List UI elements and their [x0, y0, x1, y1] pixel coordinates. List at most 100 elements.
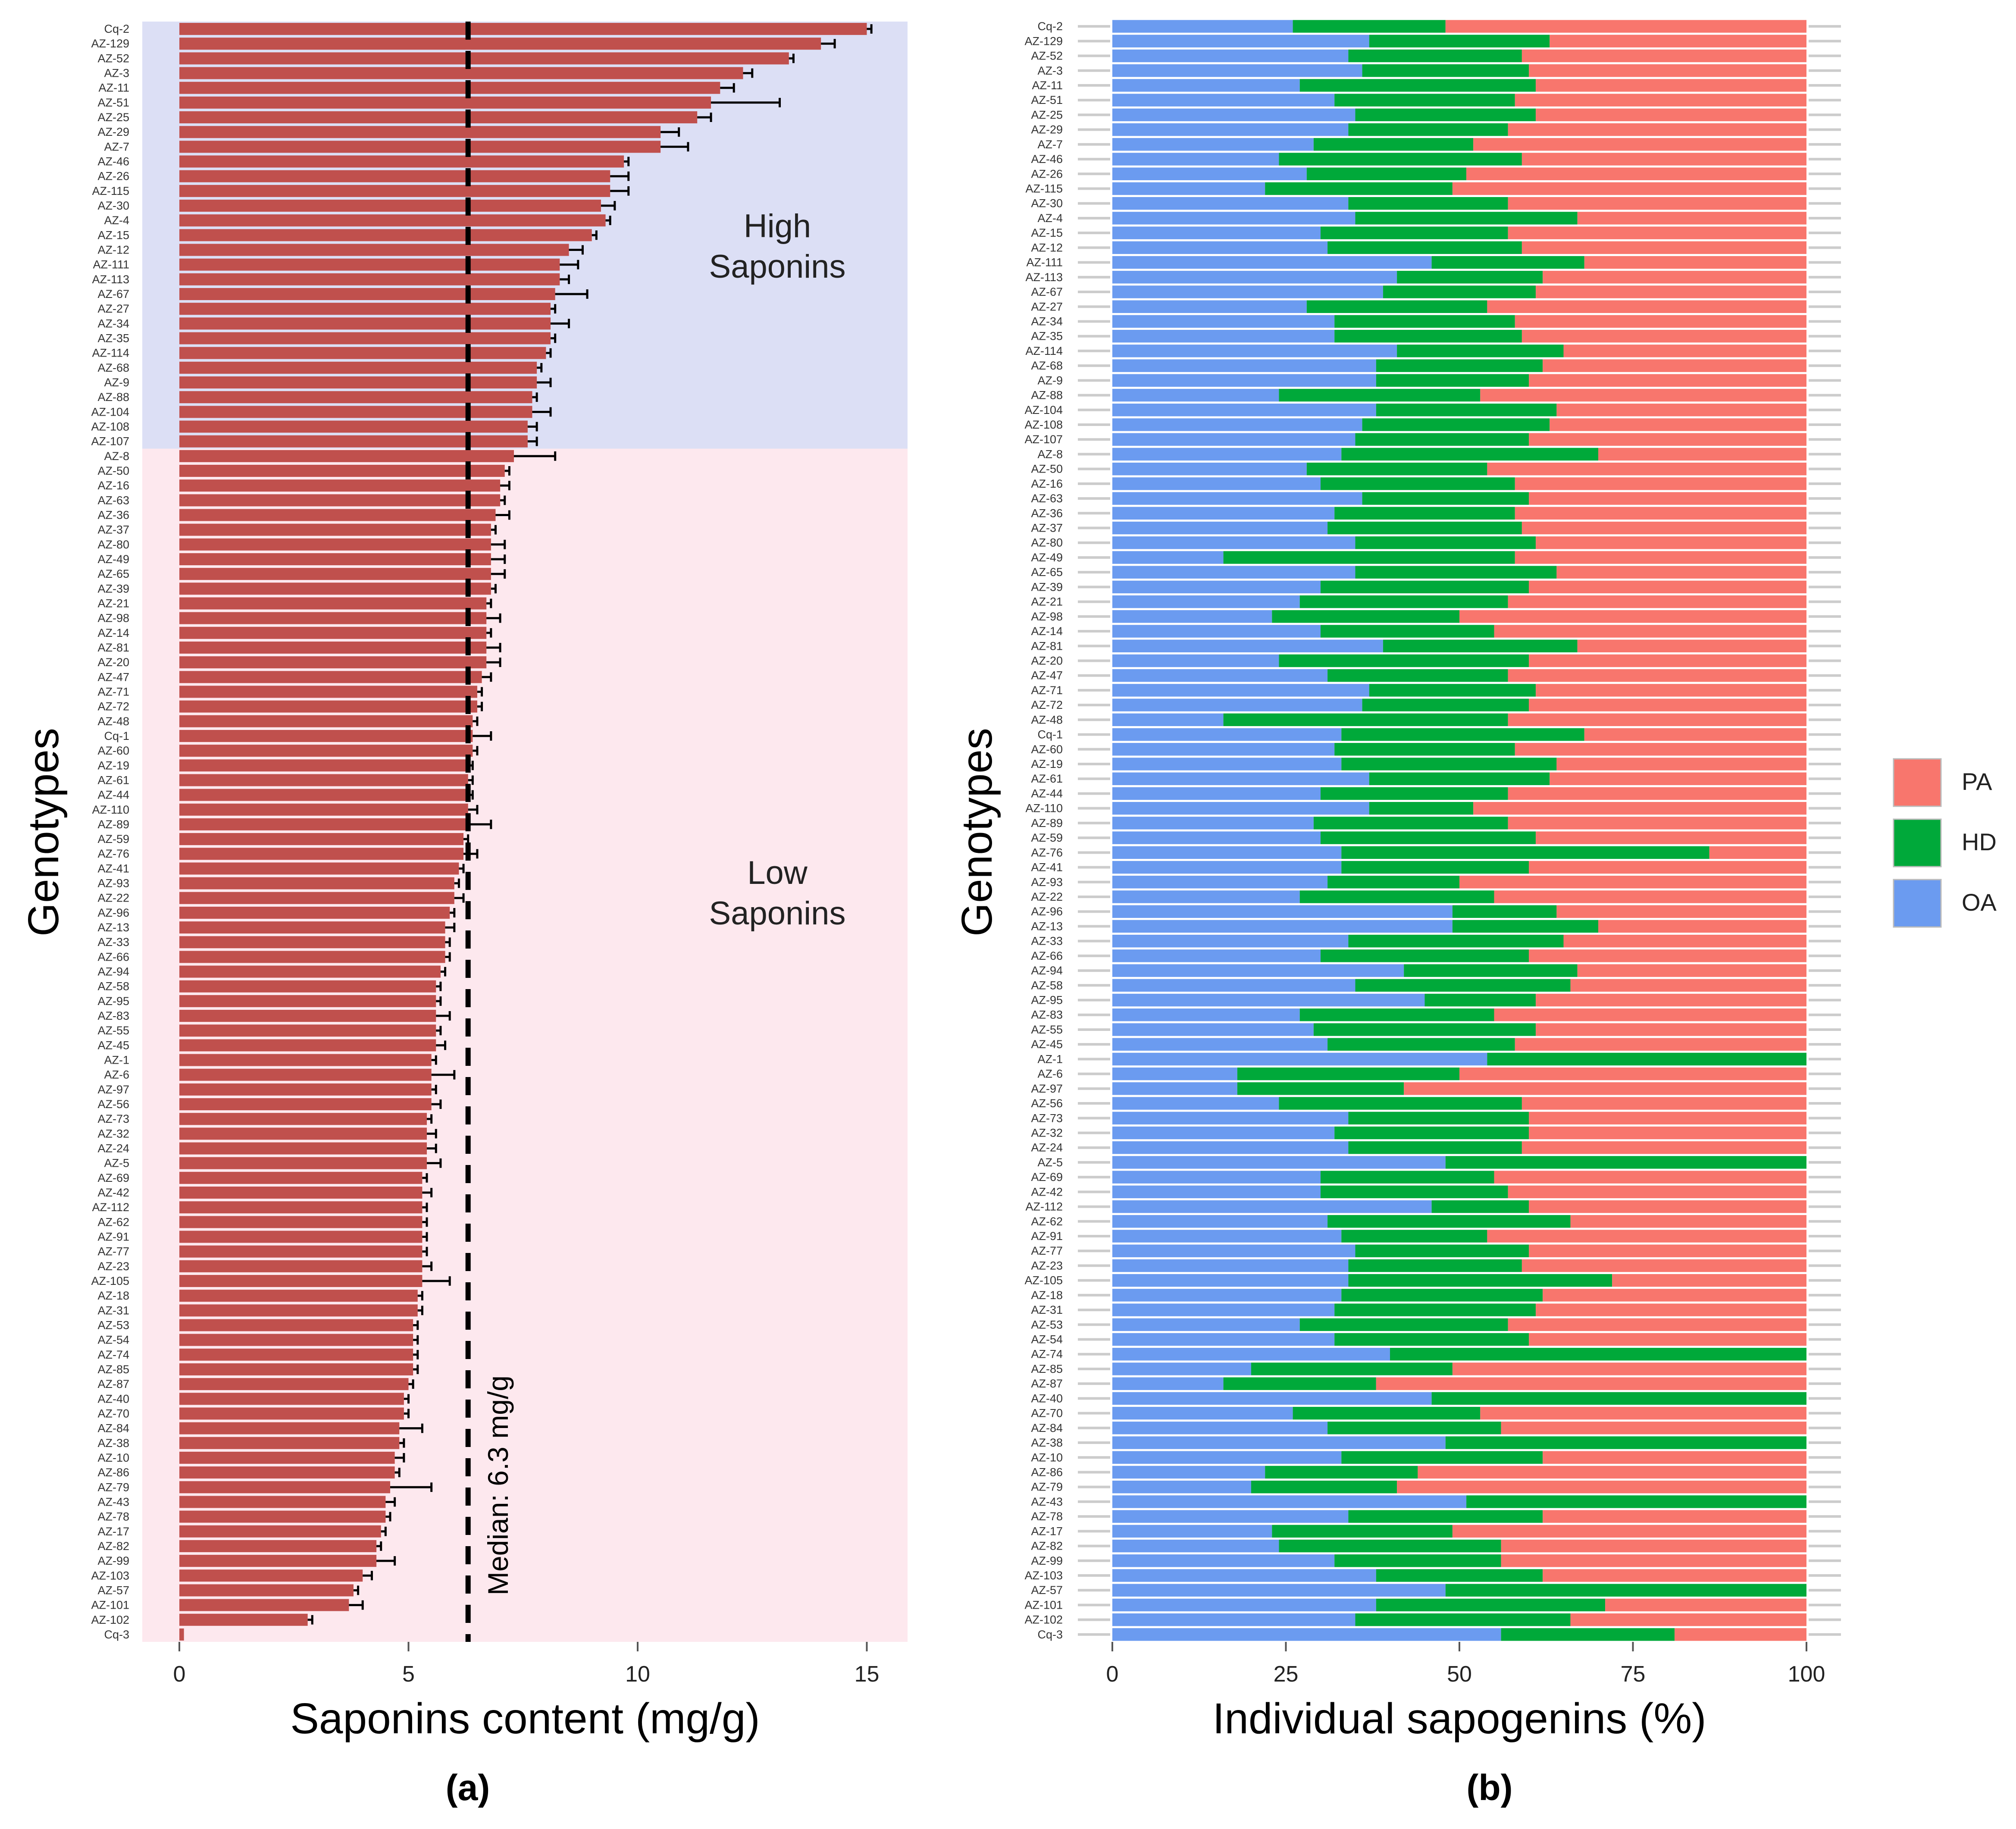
segment-oa: [1112, 1097, 1279, 1110]
saponin-bar: [179, 1628, 184, 1641]
saponin-bar: [179, 406, 532, 418]
segment-hd: [1272, 1525, 1453, 1538]
saponin-bar: [179, 376, 537, 389]
genotype-tick-label: AZ-62: [97, 1215, 129, 1228]
x-tick-label: 100: [1788, 1662, 1825, 1687]
legend-label-pa: PA: [1962, 768, 1992, 795]
genotype-tick-label: AZ-86: [97, 1466, 129, 1479]
genotype-tick-label: AZ-21: [97, 597, 129, 610]
segment-oa: [1112, 462, 1307, 476]
saponin-bar: [179, 200, 601, 212]
segment-oa: [1112, 1628, 1501, 1641]
genotype-tick-label: AZ-81: [1031, 639, 1063, 652]
segment-hd: [1313, 1023, 1536, 1036]
segment-pa: [1508, 123, 1806, 136]
segment-hd: [1327, 1215, 1571, 1228]
segment-hd: [1355, 1613, 1571, 1626]
segment-oa: [1112, 1141, 1349, 1154]
genotype-tick-label: Cq-2: [1037, 20, 1063, 33]
segment-hd: [1299, 79, 1536, 92]
segment-pa: [1536, 684, 1806, 697]
genotype-tick-label: AZ-8: [1037, 448, 1063, 460]
segment-oa: [1112, 1539, 1279, 1553]
segment-hd: [1327, 876, 1459, 889]
saponin-bar: [179, 1496, 386, 1508]
segment-oa: [1112, 433, 1355, 446]
segment-pa: [1521, 329, 1806, 343]
segment-hd: [1431, 1392, 1806, 1405]
segment-pa: [1570, 979, 1806, 992]
segment-hd: [1348, 1112, 1529, 1124]
segment-oa: [1112, 108, 1355, 122]
segment-hd: [1306, 167, 1467, 181]
genotype-tick-label: AZ-10: [1031, 1451, 1063, 1464]
segment-oa: [1112, 448, 1342, 461]
segment-pa: [1473, 138, 1806, 151]
genotype-tick-label: AZ-94: [1031, 964, 1063, 977]
genotype-tick-label: AZ-18: [97, 1289, 129, 1302]
low-saponins-label-line: Saponins: [709, 895, 846, 932]
segment-oa: [1112, 374, 1376, 387]
genotype-tick-label: AZ-46: [97, 155, 129, 168]
segment-oa: [1112, 507, 1335, 520]
segment-oa: [1112, 831, 1321, 844]
genotype-tick-label: AZ-101: [91, 1599, 129, 1612]
segment-hd: [1334, 1126, 1529, 1140]
genotype-tick-label: AZ-25: [97, 111, 129, 124]
genotype-tick-label: AZ-86: [1031, 1466, 1063, 1478]
saponin-bar: [179, 450, 514, 462]
segment-oa: [1112, 418, 1362, 431]
genotype-tick-label: AZ-104: [91, 405, 129, 418]
segment-pa: [1709, 846, 1806, 859]
segment-oa: [1112, 536, 1355, 549]
genotype-tick-label: AZ-68: [1031, 359, 1063, 372]
segment-hd: [1223, 713, 1508, 727]
genotype-tick-label: AZ-8: [104, 450, 129, 463]
saponin-bar: [179, 258, 560, 271]
genotype-tick-label: AZ-62: [1031, 1215, 1063, 1228]
genotype-tick-label: AZ-72: [1031, 698, 1063, 711]
genotype-tick-label: AZ-84: [1031, 1422, 1063, 1434]
genotype-tick-label: AZ-23: [1031, 1259, 1063, 1272]
genotype-tick-label: AZ-78: [1031, 1510, 1063, 1523]
segment-oa: [1112, 639, 1383, 652]
saponin-bar: [179, 1525, 381, 1538]
genotype-tick-label: AZ-85: [1031, 1362, 1063, 1375]
segment-hd: [1376, 1569, 1543, 1582]
segment-oa: [1112, 359, 1376, 372]
segment-pa: [1480, 1406, 1806, 1420]
segment-hd: [1348, 49, 1522, 63]
genotype-tick-label: Cq-1: [104, 730, 129, 742]
x-tick-label: 15: [855, 1662, 880, 1687]
saponin-bar: [179, 96, 711, 109]
genotype-tick-label: AZ-34: [1031, 315, 1063, 328]
segment-oa: [1112, 713, 1224, 727]
genotype-tick-label: AZ-99: [1031, 1554, 1063, 1567]
segment-hd: [1321, 226, 1508, 239]
segment-hd: [1334, 315, 1515, 328]
genotype-tick-label: AZ-35: [97, 332, 129, 345]
saponin-bar: [179, 803, 468, 816]
genotype-tick-label: AZ-108: [1024, 418, 1063, 431]
segment-pa: [1570, 1613, 1806, 1626]
segment-pa: [1577, 964, 1806, 977]
segment-oa: [1112, 256, 1432, 269]
genotype-tick-label: AZ-18: [1031, 1289, 1063, 1302]
genotype-tick-label: AZ-32: [1031, 1126, 1063, 1139]
segment-hd: [1306, 300, 1487, 313]
segment-oa: [1112, 1244, 1355, 1257]
segment-hd: [1265, 182, 1453, 195]
genotype-tick-label: AZ-87: [97, 1378, 129, 1391]
genotype-tick-label: AZ-40: [1031, 1392, 1063, 1405]
segment-pa: [1452, 182, 1806, 195]
genotype-tick-label: AZ-111: [93, 258, 129, 271]
segment-hd: [1355, 108, 1536, 122]
saponin-bar: [179, 730, 473, 742]
saponin-bar: [179, 479, 501, 492]
genotype-tick-label: AZ-80: [1031, 536, 1063, 549]
low-saponins-label: Low Saponins: [709, 855, 846, 932]
genotype-tick-label: AZ-84: [97, 1422, 129, 1435]
segment-pa: [1598, 448, 1806, 461]
segment-hd: [1299, 1008, 1494, 1021]
segment-pa: [1543, 359, 1806, 372]
